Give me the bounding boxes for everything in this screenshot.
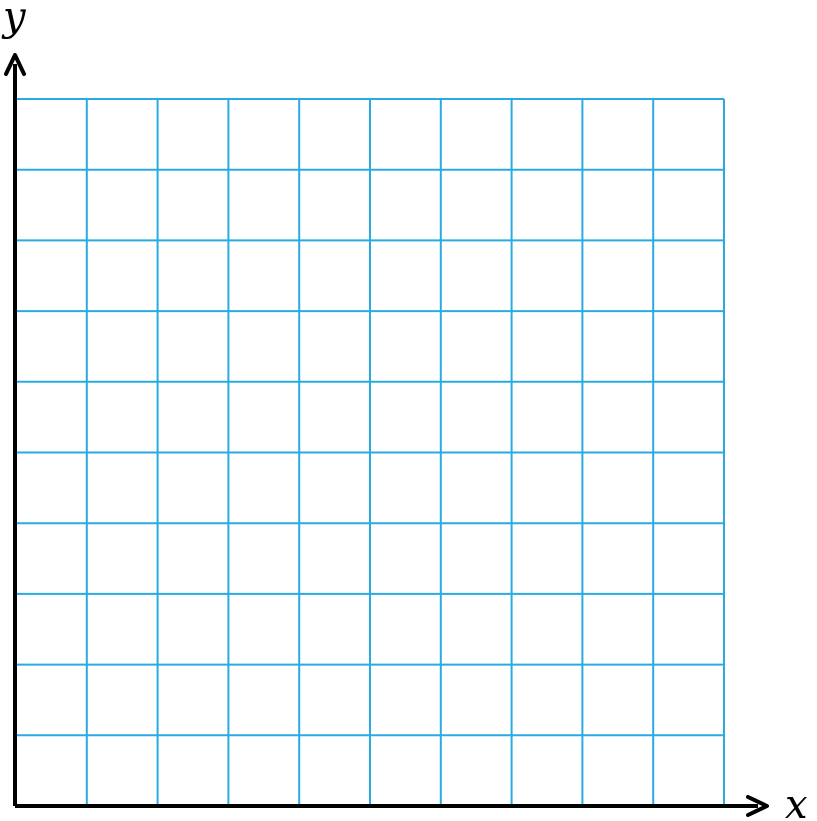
x-axis-arrowhead-icon [746, 795, 769, 817]
grid-lines [15, 98, 725, 807]
y-axis-arrowhead-icon [4, 53, 26, 76]
x-axis-label: x [785, 782, 808, 821]
axes [4, 53, 769, 817]
y-axis-label: y [1, 0, 27, 40]
